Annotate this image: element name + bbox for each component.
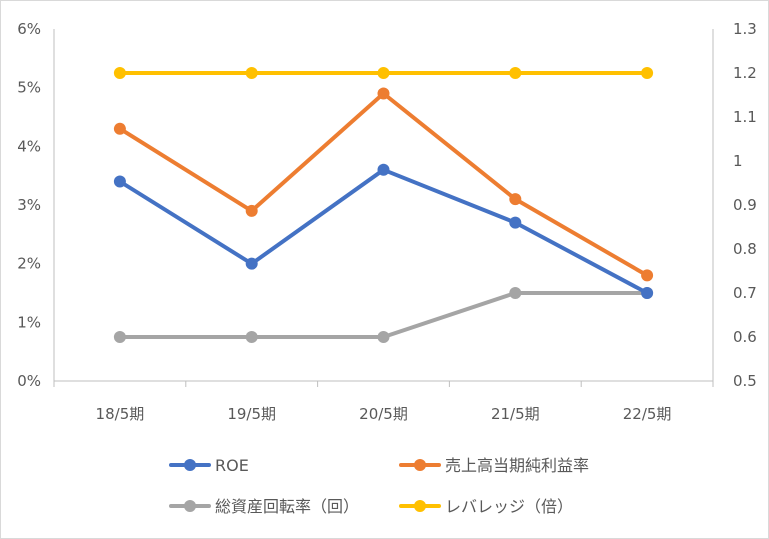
data-point [377,331,390,343]
legend-item: レバレッジ（倍） [399,497,573,516]
x-axis-category-label: 19/5期 [227,405,276,423]
data-point [641,67,654,79]
legend-item: ROE [169,456,249,475]
data-point [509,287,522,299]
data-point [509,193,522,206]
legend-label: レバレッジ（倍） [445,497,573,516]
legend-item: 売上高当期純利益率 [399,456,589,475]
data-point [245,257,258,270]
data-point [509,216,522,229]
axes [53,29,714,387]
legend-label: 売上高当期純利益率 [445,456,589,475]
data-point [377,163,390,176]
legend-swatch-marker [414,459,426,471]
data-point [113,331,126,343]
series-1 [113,87,654,282]
right-axis-tick-label: 0.6 [733,328,757,346]
legend-item: 総資産回転率（回） [169,497,359,516]
legend-swatch-marker [414,500,426,512]
right-axis-tick-label: 1.1 [733,108,757,126]
data-point [641,287,654,299]
right-axis-tick-label: 0.7 [733,284,757,302]
data-point [113,175,126,188]
left-axis-tick-label: 4% [17,137,41,155]
data-point [377,67,390,79]
data-point [509,67,522,79]
x-axis-ticks: 18/5期 19/5期 20/5期 21/5期 22/5期 [96,405,672,423]
series-0 [113,163,654,299]
series-line [117,91,650,278]
x-axis-category-label: 18/5期 [96,405,145,423]
right-axis-tick-label: 1 [733,152,743,170]
series [113,67,654,343]
legend-swatch-marker [184,459,196,471]
right-axis-ticks: 0.5 0.6 0.7 0.8 0.9 1 1.1 1.2 1.3 [733,20,757,390]
right-axis-tick-label: 1.2 [733,64,757,82]
data-point [245,67,258,79]
left-axis-tick-label: 6% [17,20,41,38]
series-2 [113,287,654,343]
x-axis-category-label: 22/5期 [623,405,672,423]
data-point [113,122,126,135]
data-point [245,204,258,217]
legend-label: ROE [215,456,249,475]
left-axis-tick-label: 0% [17,372,41,390]
series-3 [113,67,654,79]
data-point [113,67,126,79]
right-axis-tick-label: 0.9 [733,196,757,214]
right-axis-tick-label: 0.5 [733,372,757,390]
data-point [245,331,258,343]
x-axis-category-label: 21/5期 [491,405,540,423]
left-axis-tick-label: 3% [17,196,41,214]
left-axis-tick-label: 5% [17,79,41,97]
x-axis-category-label: 20/5期 [359,405,408,423]
legend-label: 総資産回転率（回） [215,497,359,516]
legend-swatch-marker [184,500,196,512]
right-axis-tick-label: 0.8 [733,240,757,258]
data-point [641,269,654,282]
data-point [377,87,390,100]
series-line [117,291,650,339]
left-axis-tick-label: 1% [17,313,41,331]
left-axis-tick-label: 2% [17,255,41,273]
left-axis-ticks: 0% 1% 2% 3% 4% 5% 6% [17,20,41,390]
right-axis-tick-label: 1.3 [733,20,757,38]
